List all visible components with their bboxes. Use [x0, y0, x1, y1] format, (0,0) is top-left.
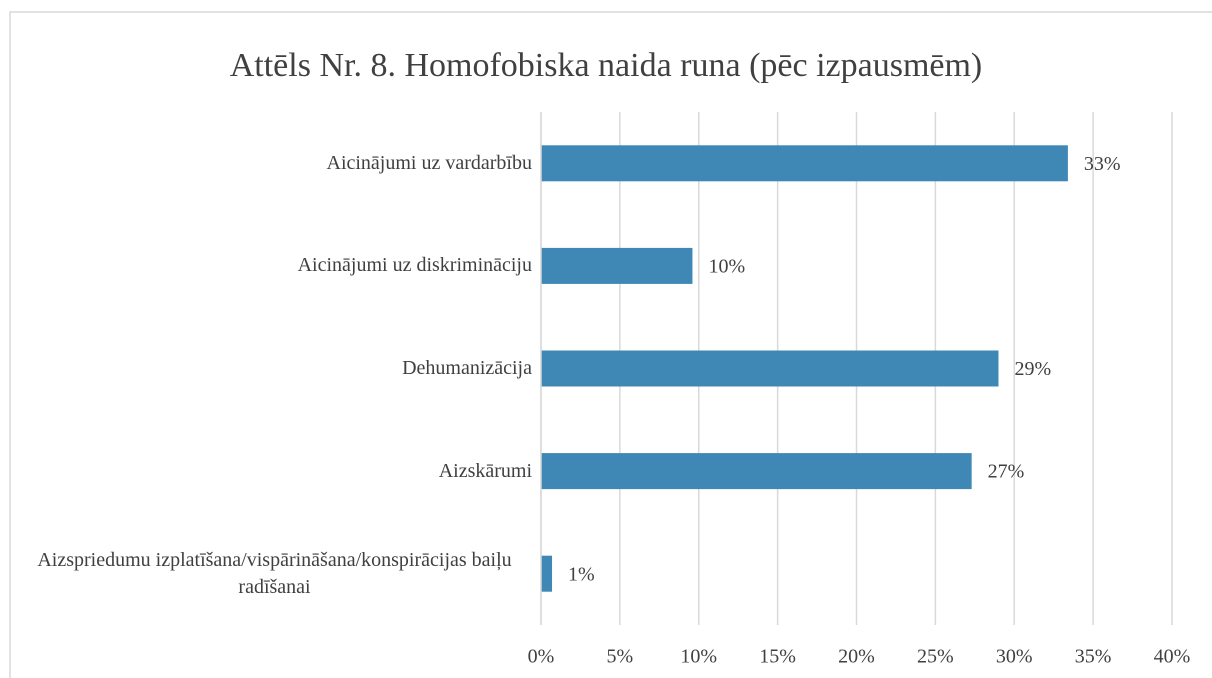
chart-title: Attēls Nr. 8. Homofobiska naida runa (pē… [230, 47, 983, 84]
x-tick-label: 5% [607, 646, 634, 668]
x-tick-label: 0% [528, 646, 555, 668]
bar [541, 555, 553, 592]
data-label: 10% [708, 255, 745, 277]
x-tick-label: 25% [917, 646, 954, 668]
chart-border [9, 11, 1212, 678]
x-tick-label: 35% [1075, 646, 1112, 668]
data-label: 27% [988, 461, 1025, 483]
y-tick-label: Aicinājumi uz vardarbību [326, 151, 533, 174]
data-label: 33% [1084, 153, 1121, 175]
y-tick-label-box: Dehumanizācija [402, 319, 532, 419]
data-label: 29% [1014, 358, 1051, 380]
y-tick-label: Aizskārumi [438, 459, 532, 482]
x-tick-label: 40% [1154, 646, 1191, 668]
data-label: 1% [568, 563, 595, 585]
y-tick-label: Aicinājumi uz diskrimināciju [297, 254, 532, 277]
bar [541, 350, 999, 387]
y-tick-label-box: Aicinājumi uz vardarbību [327, 113, 533, 213]
y-tick-label-box: Aicinājumi uz diskrimināciju [298, 216, 532, 316]
x-tick-label: 10% [680, 646, 717, 668]
x-tick-label: 30% [996, 646, 1033, 668]
x-tick-label: 15% [759, 646, 796, 668]
y-tick-label: Aizspriedumu izplatīšana/vispārināšana/k… [37, 548, 512, 598]
x-tick-label: 20% [838, 646, 875, 668]
y-tick-label: Dehumanizācija [402, 357, 532, 379]
y-tick-label-box: Aizspriedumu izplatīšana/vispārināšana/k… [17, 524, 532, 624]
bar [541, 247, 693, 284]
y-tick-label-box: Aizskārumi [439, 421, 532, 521]
bar [541, 453, 972, 490]
bar [541, 145, 1068, 182]
